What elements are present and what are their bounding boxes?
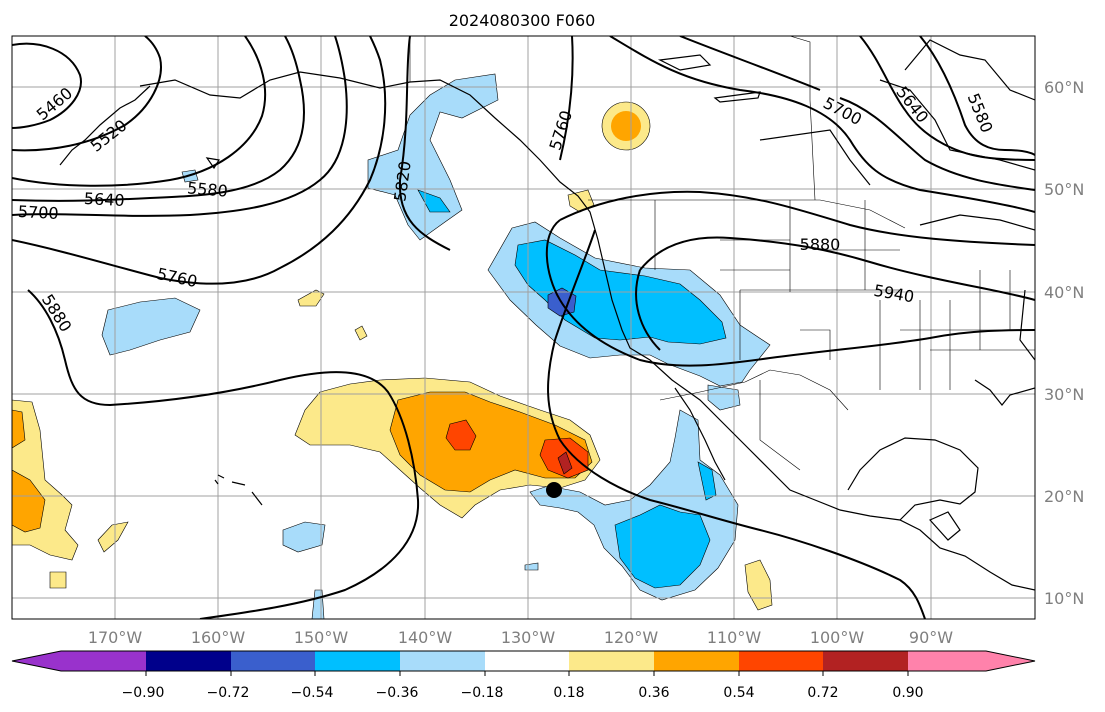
colorbar-segment xyxy=(315,651,400,671)
colorbar-segment xyxy=(986,651,1035,671)
colorbar-tick-label: 0.36 xyxy=(638,685,669,701)
colorbar-segment xyxy=(61,651,146,671)
lat-label: 20°N xyxy=(1044,487,1084,506)
positive-anomaly-shading xyxy=(12,101,773,611)
colorbar-tick-label: −0.72 xyxy=(207,685,250,701)
lon-label: 160°W xyxy=(191,628,246,647)
negative-anomaly-shading xyxy=(101,73,771,619)
lon-label: 110°W xyxy=(707,628,762,647)
contour-label: 5640 xyxy=(83,189,125,210)
colorbar-tick-label: −0.90 xyxy=(122,685,165,701)
lon-label: 140°W xyxy=(398,628,453,647)
map-frame xyxy=(11,35,1036,620)
contour-label: 5880 xyxy=(800,235,841,254)
lat-label: 40°N xyxy=(1044,283,1084,302)
lon-label: 120°W xyxy=(604,628,659,647)
colorbar-segment xyxy=(739,651,823,671)
colorbar-segment xyxy=(908,651,986,671)
graticule xyxy=(12,36,1035,619)
lat-label: 60°N xyxy=(1044,78,1084,97)
storm-position-marker xyxy=(546,482,562,498)
colorbar-segment xyxy=(146,651,231,671)
latitude-labels: 60°N 50°N 40°N 30°N 20°N 10°N xyxy=(1044,78,1084,608)
colorbar-segment xyxy=(400,651,485,671)
lon-label: 100°W xyxy=(810,628,865,647)
contour-label: 5580 xyxy=(186,178,228,200)
colorbar-segment xyxy=(569,651,654,671)
colorbar-tick-label: 0.72 xyxy=(807,685,838,701)
colorbar-segment xyxy=(654,651,739,671)
colorbar-tick-label: −0.18 xyxy=(461,685,504,701)
coastlines xyxy=(59,39,1035,591)
political-borders xyxy=(409,36,1035,471)
colorbar-tick-label: 0.54 xyxy=(723,685,754,701)
lat-label: 10°N xyxy=(1044,589,1084,608)
lat-label: 30°N xyxy=(1044,385,1084,404)
longitude-labels: 170°W 160°W 150°W 140°W 130°W 120°W 110°… xyxy=(88,628,953,647)
colorbar-segment xyxy=(231,651,315,671)
colorbar-tick-label: −0.36 xyxy=(376,685,419,701)
colorbar-segment xyxy=(823,651,908,671)
colorbar-segment xyxy=(485,651,569,671)
lon-label: 130°W xyxy=(501,628,556,647)
lon-label: 90°W xyxy=(909,628,953,647)
colorbar-tick-label: 0.18 xyxy=(553,685,584,701)
colorbar-tick-label: −0.54 xyxy=(291,685,334,701)
lat-label: 50°N xyxy=(1044,180,1084,199)
height-contours xyxy=(12,36,1035,619)
contour-label: 5700 xyxy=(17,202,59,223)
lon-label: 150°W xyxy=(294,628,349,647)
colorbar-tick-label: 0.90 xyxy=(892,685,923,701)
map-panel: 5460 5520 5580 5640 5700 5760 5820 5880 … xyxy=(12,36,1035,619)
colorbar: −0.90 −0.72 −0.54 −0.36 −0.18 0.18 0.36 … xyxy=(11,650,1036,701)
lon-label: 170°W xyxy=(88,628,143,647)
figure-title: 2024080300 F060 xyxy=(449,11,596,30)
colorbar-segment xyxy=(12,651,61,671)
